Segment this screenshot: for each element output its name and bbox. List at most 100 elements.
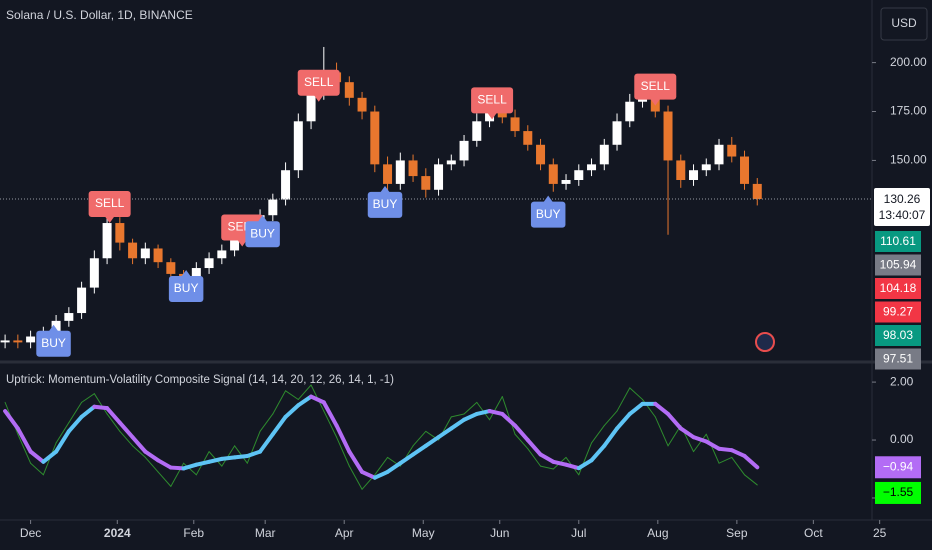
- line-segment: [55, 422, 70, 444]
- line-segment: [157, 471, 172, 487]
- line-segment: [525, 438, 543, 457]
- signal: BUY: [530, 195, 566, 228]
- signal: SELL: [297, 69, 340, 102]
- line-segment: [540, 465, 554, 470]
- x-tick-label: Feb: [183, 526, 204, 540]
- line-segment: [474, 409, 492, 416]
- line-segment: [551, 459, 569, 467]
- signal-bubble: [245, 221, 280, 248]
- x-tick-label: Apr: [335, 526, 354, 540]
- line-segment: [117, 420, 135, 440]
- value-badge: [875, 481, 921, 504]
- candle-body: [230, 234, 240, 251]
- line-segment: [181, 462, 199, 471]
- candle-body: [357, 97, 367, 112]
- axis-badge-label: 104.18: [880, 281, 917, 295]
- signal: SELL: [634, 73, 677, 106]
- axis-badge-label: 99.27: [883, 305, 913, 319]
- line-segment: [207, 456, 224, 464]
- line-segment: [93, 393, 108, 415]
- line-segment: [336, 436, 350, 467]
- line-segment: [678, 426, 696, 440]
- line-segment: [297, 384, 312, 400]
- candle-body: [383, 164, 393, 184]
- candle-body: [548, 164, 558, 184]
- indicator-title: Uptrick: Momentum-Volatility Composite S…: [6, 374, 394, 386]
- line-segment: [119, 430, 134, 447]
- line-segment: [105, 406, 122, 425]
- line-segment: [616, 387, 631, 412]
- x-tick-label: Sep: [726, 526, 748, 540]
- candle-body: [523, 131, 533, 145]
- x-tick-label: May: [412, 526, 435, 540]
- line-segment: [450, 413, 465, 418]
- line-segment: [489, 396, 503, 421]
- signal-pointer: [48, 324, 59, 332]
- currency[interactable]: USD: [891, 16, 917, 30]
- candle-body: [268, 199, 278, 216]
- signal-label: BUY: [174, 281, 199, 295]
- y-tick-label: 175.00: [890, 104, 927, 118]
- signal-label: SELL: [304, 75, 334, 89]
- candle-body: [13, 340, 23, 343]
- line-segment: [132, 445, 146, 458]
- line-segment: [693, 433, 707, 453]
- axis-badge: [875, 254, 921, 276]
- candle-body: [434, 164, 444, 190]
- line-segment: [436, 426, 454, 440]
- line-segment: [423, 435, 441, 448]
- line-segment: [603, 410, 618, 427]
- line-segment: [576, 458, 594, 471]
- line-segment: [68, 401, 83, 424]
- line-segment: [232, 453, 250, 460]
- candle-body: [370, 111, 380, 165]
- axis-badge: [875, 348, 921, 370]
- line-segment: [742, 453, 760, 470]
- candle-body: [472, 121, 482, 141]
- x-tick-label: 2024: [104, 526, 131, 540]
- candle-body: [293, 121, 303, 171]
- line-segment: [691, 435, 709, 444]
- currency-button[interactable]: [880, 7, 928, 41]
- line-segment: [143, 449, 161, 463]
- line-segment: [334, 423, 352, 454]
- line-segment: [17, 433, 32, 464]
- candle-body: [102, 223, 112, 259]
- line-segment: [704, 439, 722, 451]
- line-segment: [130, 435, 148, 454]
- candle-body: [166, 262, 176, 274]
- signal-bubble: [36, 330, 71, 357]
- line-segment: [654, 416, 669, 447]
- line-segment: [30, 462, 44, 476]
- line-segment: [513, 423, 530, 443]
- candle-body: [459, 140, 469, 161]
- signal-pointer: [104, 216, 115, 224]
- signal: BUY: [36, 324, 71, 357]
- candle-body: [421, 176, 431, 190]
- x-tick-label: Oct: [804, 526, 823, 540]
- line-segment: [245, 449, 263, 458]
- line-segment: [538, 452, 556, 464]
- line-segment: [744, 474, 758, 486]
- line-segment: [323, 410, 338, 438]
- line-segment: [718, 456, 733, 464]
- axis-badge: [875, 231, 921, 252]
- value-badge-label: −1.55: [883, 485, 914, 499]
- candle-body: [344, 82, 354, 98]
- last-price-badge: [874, 188, 930, 227]
- signal: SELL: [88, 191, 131, 224]
- line-segment: [717, 446, 734, 453]
- line-segment: [348, 465, 363, 490]
- line-segment: [653, 401, 671, 416]
- signal-label: BUY: [536, 207, 561, 221]
- line-segment: [92, 404, 110, 411]
- candle-body: [217, 250, 227, 259]
- signal: BUY: [367, 185, 403, 218]
- y-tick-label: 200.00: [890, 55, 927, 69]
- line-segment: [500, 411, 518, 428]
- x-tick-label: Jun: [490, 526, 509, 540]
- signal-bubble: [168, 276, 204, 302]
- line-segment: [629, 387, 644, 400]
- line-segment: [578, 442, 593, 476]
